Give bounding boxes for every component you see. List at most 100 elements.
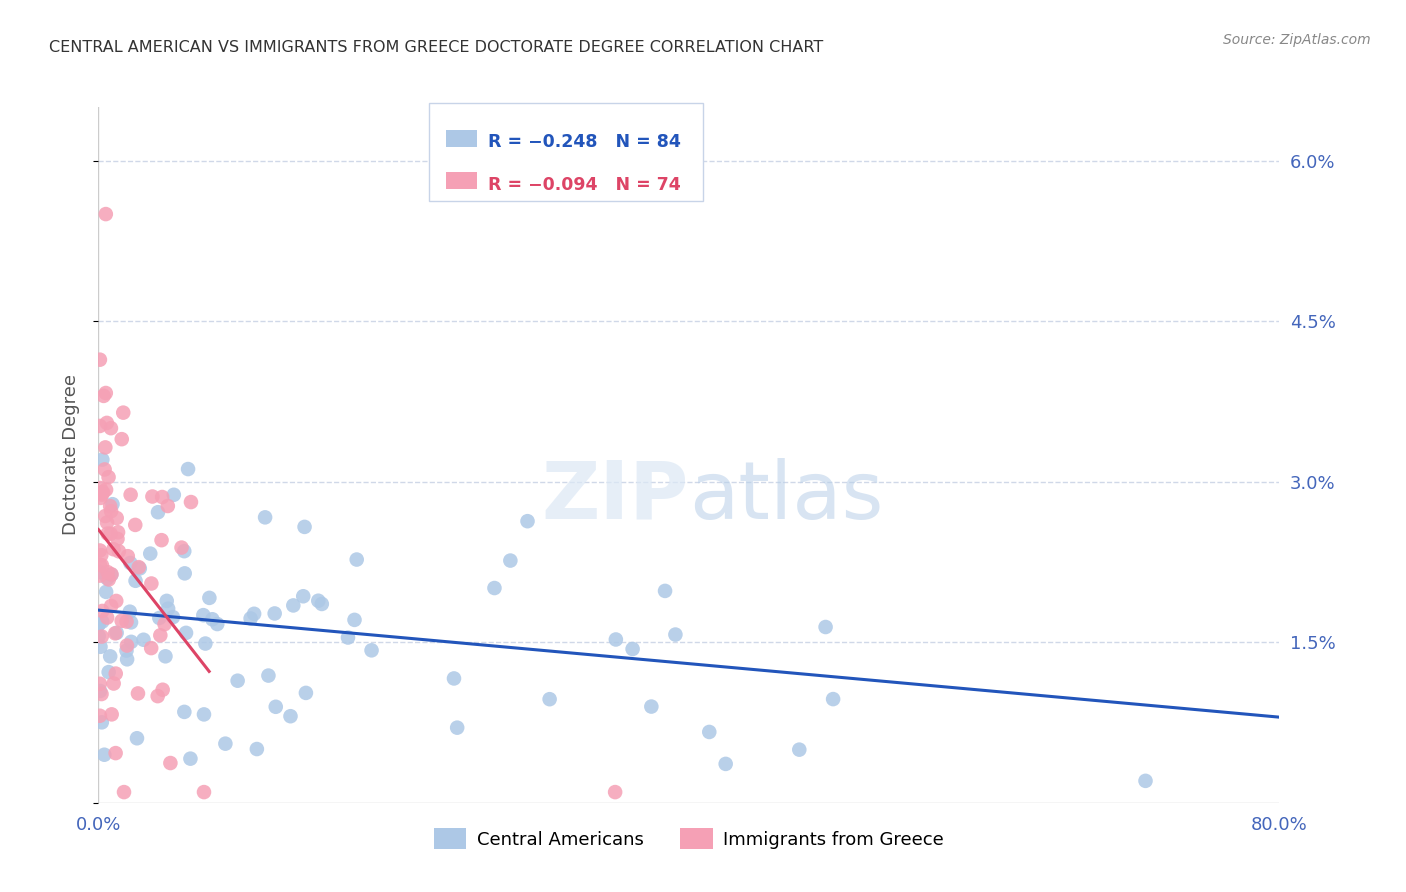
Point xyxy=(243,607,266,621)
Point xyxy=(90,548,112,562)
Point xyxy=(100,504,122,518)
Point xyxy=(162,610,184,624)
Point xyxy=(337,631,360,645)
Point xyxy=(139,547,162,561)
Point xyxy=(89,481,111,495)
Point xyxy=(90,715,112,730)
Point xyxy=(100,567,122,582)
Text: atlas: atlas xyxy=(689,458,883,536)
Point xyxy=(156,594,179,608)
Point xyxy=(94,585,117,599)
Point xyxy=(115,643,138,657)
Point xyxy=(97,573,120,587)
Point xyxy=(89,558,111,572)
Point xyxy=(103,542,125,557)
Point xyxy=(346,552,368,566)
Point xyxy=(516,514,538,528)
Point xyxy=(93,462,115,476)
Point xyxy=(115,639,138,653)
Point xyxy=(89,684,111,698)
Point xyxy=(107,532,129,546)
Point xyxy=(484,581,506,595)
Point xyxy=(100,599,122,613)
Point xyxy=(157,601,180,615)
Point xyxy=(155,649,177,664)
Point xyxy=(194,636,217,650)
Point xyxy=(814,620,837,634)
Point xyxy=(124,517,146,532)
Point xyxy=(311,597,333,611)
Point xyxy=(103,676,125,690)
Point xyxy=(90,487,112,501)
Point xyxy=(87,629,110,643)
Point xyxy=(173,544,195,558)
Point xyxy=(105,511,128,525)
Point xyxy=(120,635,142,649)
Point xyxy=(111,614,134,628)
Point xyxy=(87,617,110,632)
Point xyxy=(640,699,662,714)
Point xyxy=(89,352,111,367)
Point xyxy=(214,737,236,751)
Point xyxy=(89,568,111,582)
Point xyxy=(179,752,201,766)
Y-axis label: Doctorate Degree: Doctorate Degree xyxy=(62,375,80,535)
Point xyxy=(263,607,285,621)
Text: ZIP: ZIP xyxy=(541,458,689,536)
Point xyxy=(246,742,269,756)
Point xyxy=(91,615,114,629)
Point xyxy=(132,632,155,647)
Point xyxy=(105,594,128,608)
Point xyxy=(443,672,465,686)
Point xyxy=(96,516,118,530)
Point xyxy=(127,686,149,700)
Point xyxy=(173,705,195,719)
Point xyxy=(94,483,117,497)
Point xyxy=(100,707,122,722)
Point xyxy=(112,406,135,420)
Point xyxy=(141,490,163,504)
Point xyxy=(307,593,329,607)
Point xyxy=(201,612,224,626)
Point xyxy=(89,565,111,579)
Point xyxy=(120,488,142,502)
Point xyxy=(150,490,173,504)
Point xyxy=(120,615,142,630)
Point xyxy=(94,386,117,401)
Point xyxy=(193,707,215,722)
Point xyxy=(152,682,174,697)
Point xyxy=(111,432,134,446)
Point xyxy=(89,708,111,723)
Point xyxy=(360,643,382,657)
Point xyxy=(104,666,127,681)
Point xyxy=(89,640,111,654)
Point xyxy=(96,610,118,624)
Point xyxy=(226,673,249,688)
Point xyxy=(280,709,302,723)
Point xyxy=(100,526,122,541)
Point xyxy=(148,611,170,625)
Point xyxy=(787,742,810,756)
Point xyxy=(292,589,315,603)
Point xyxy=(125,731,148,746)
Point xyxy=(264,699,287,714)
Point xyxy=(90,491,112,505)
Point xyxy=(283,599,305,613)
Point xyxy=(198,591,221,605)
Point xyxy=(1135,773,1157,788)
Point xyxy=(107,525,129,540)
Point xyxy=(91,604,114,618)
Point xyxy=(343,613,366,627)
Point xyxy=(108,544,131,558)
Point xyxy=(257,668,280,682)
Point xyxy=(93,747,115,762)
Point xyxy=(94,207,117,221)
Point xyxy=(89,677,111,691)
Point xyxy=(180,495,202,509)
Point xyxy=(91,558,114,573)
Point xyxy=(146,689,169,703)
Point xyxy=(446,721,468,735)
Point xyxy=(112,785,135,799)
Point xyxy=(115,652,138,666)
Point xyxy=(96,571,118,585)
